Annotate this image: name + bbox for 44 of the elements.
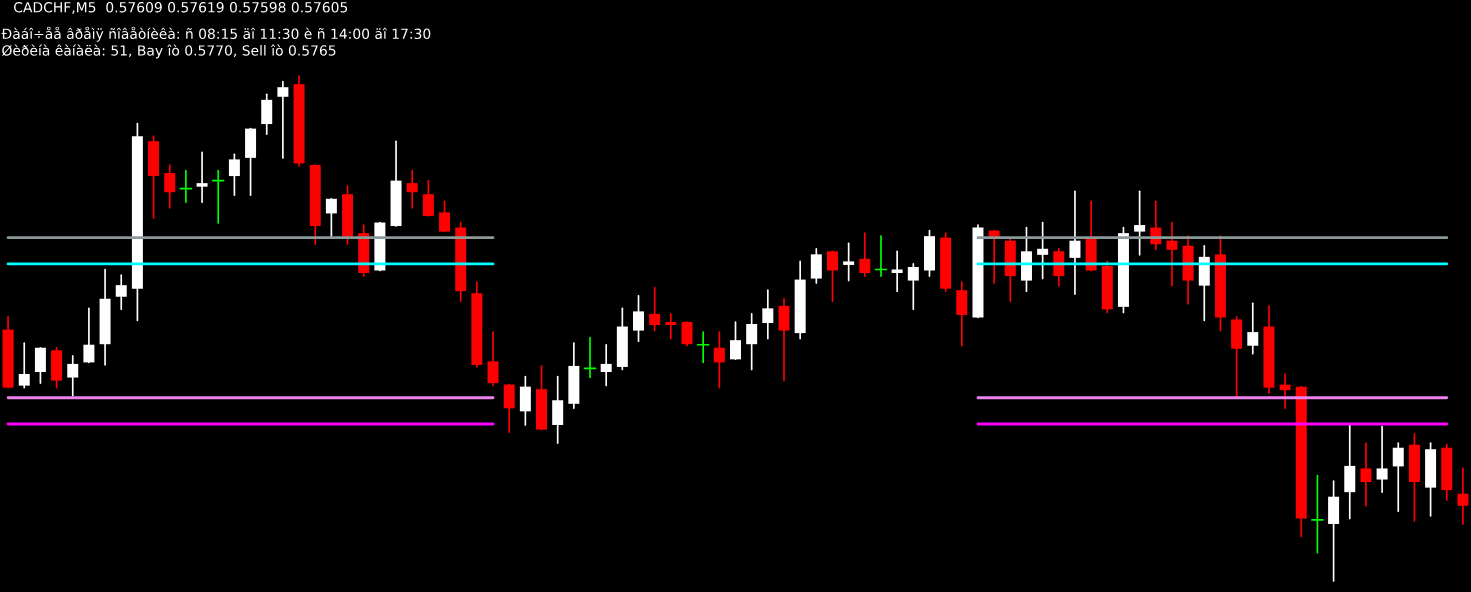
candlestick xyxy=(649,286,661,332)
candlestick xyxy=(665,313,677,340)
chart-title: CADCHF,M5 0.57609 0.57619 0.57598 0.57605 xyxy=(14,2,348,14)
candlestick xyxy=(633,294,645,343)
candlestick xyxy=(826,250,838,303)
candlestick xyxy=(600,343,612,387)
candlestick xyxy=(907,263,919,311)
candlestick xyxy=(1279,373,1291,410)
candlestick xyxy=(762,289,774,340)
candlestick xyxy=(843,242,855,282)
candlestick xyxy=(196,151,208,204)
candlestick xyxy=(1311,474,1324,554)
candlestick xyxy=(277,80,289,159)
candlestick xyxy=(228,153,240,197)
candlestick xyxy=(164,164,176,209)
candlestick xyxy=(746,313,758,371)
candlestick xyxy=(1134,190,1146,256)
candlestick xyxy=(179,169,193,204)
candlestick xyxy=(503,383,515,433)
candlestick xyxy=(891,250,903,293)
candlestick xyxy=(681,321,693,347)
candlestick xyxy=(406,169,418,209)
candlestick xyxy=(67,354,79,397)
candlestick xyxy=(859,232,871,277)
candlestick xyxy=(696,331,710,364)
candlestick xyxy=(439,200,451,233)
candlestick xyxy=(1247,302,1259,355)
candlestick xyxy=(83,307,95,364)
candlestick xyxy=(1069,190,1081,296)
candlestick xyxy=(1360,442,1372,507)
candlestick xyxy=(422,179,434,217)
text: Øèðèíà êàíàëà: 51, Bay îò 0.5770, Sell îò 0.5765 xyxy=(2,44,336,59)
candlestick xyxy=(713,331,725,389)
candlestick xyxy=(1457,467,1469,525)
candlestick xyxy=(115,274,127,311)
candlestick xyxy=(487,331,499,387)
candlestick xyxy=(1166,221,1178,287)
text: Ðàáî÷åå âðåìÿ ñîâåòíèêà: ñ 08:15 äî 11:30 è ñ 14:00 äî 17:30 xyxy=(1,26,431,42)
candlestick xyxy=(1392,442,1404,513)
candlestick xyxy=(1037,221,1049,280)
candlestick xyxy=(730,321,741,361)
candlestick xyxy=(1376,425,1388,493)
candlestick xyxy=(18,342,30,389)
candlestick xyxy=(325,197,337,239)
